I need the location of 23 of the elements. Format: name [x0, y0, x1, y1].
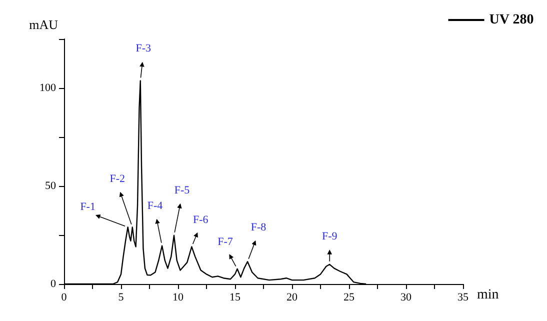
annotation: F-3 — [136, 42, 152, 55]
x-tick-label: 30 — [400, 292, 412, 304]
annotation: F-5 — [174, 184, 190, 196]
x-tick-label: 10 — [172, 292, 184, 304]
x-tick-label: 5 — [118, 292, 124, 304]
annotation: F-4 — [147, 200, 164, 212]
annotation: F-7 — [218, 236, 234, 248]
annotation: F-9 — [322, 230, 338, 242]
y-axis-title: mAU — [29, 17, 59, 32]
x-tick-label: 0 — [61, 292, 68, 304]
y-tick-label: 0 — [50, 278, 56, 290]
x-tick-label: 15 — [230, 292, 241, 304]
annotation: F-6 — [193, 214, 209, 226]
legend-label: UV 280 — [489, 12, 534, 28]
y-tick-label: 50 — [45, 180, 56, 192]
x-tick-label: 35 — [458, 292, 469, 304]
x-tick-label: 25 — [344, 292, 355, 304]
annotation: F-8 — [250, 222, 267, 234]
x-axis-title: min — [477, 288, 499, 302]
annotation: F-2 — [110, 173, 126, 186]
x-tick-label: 20 — [286, 292, 298, 304]
y-tick-label: 100 — [40, 82, 56, 94]
annotation: F-1 — [80, 201, 96, 214]
